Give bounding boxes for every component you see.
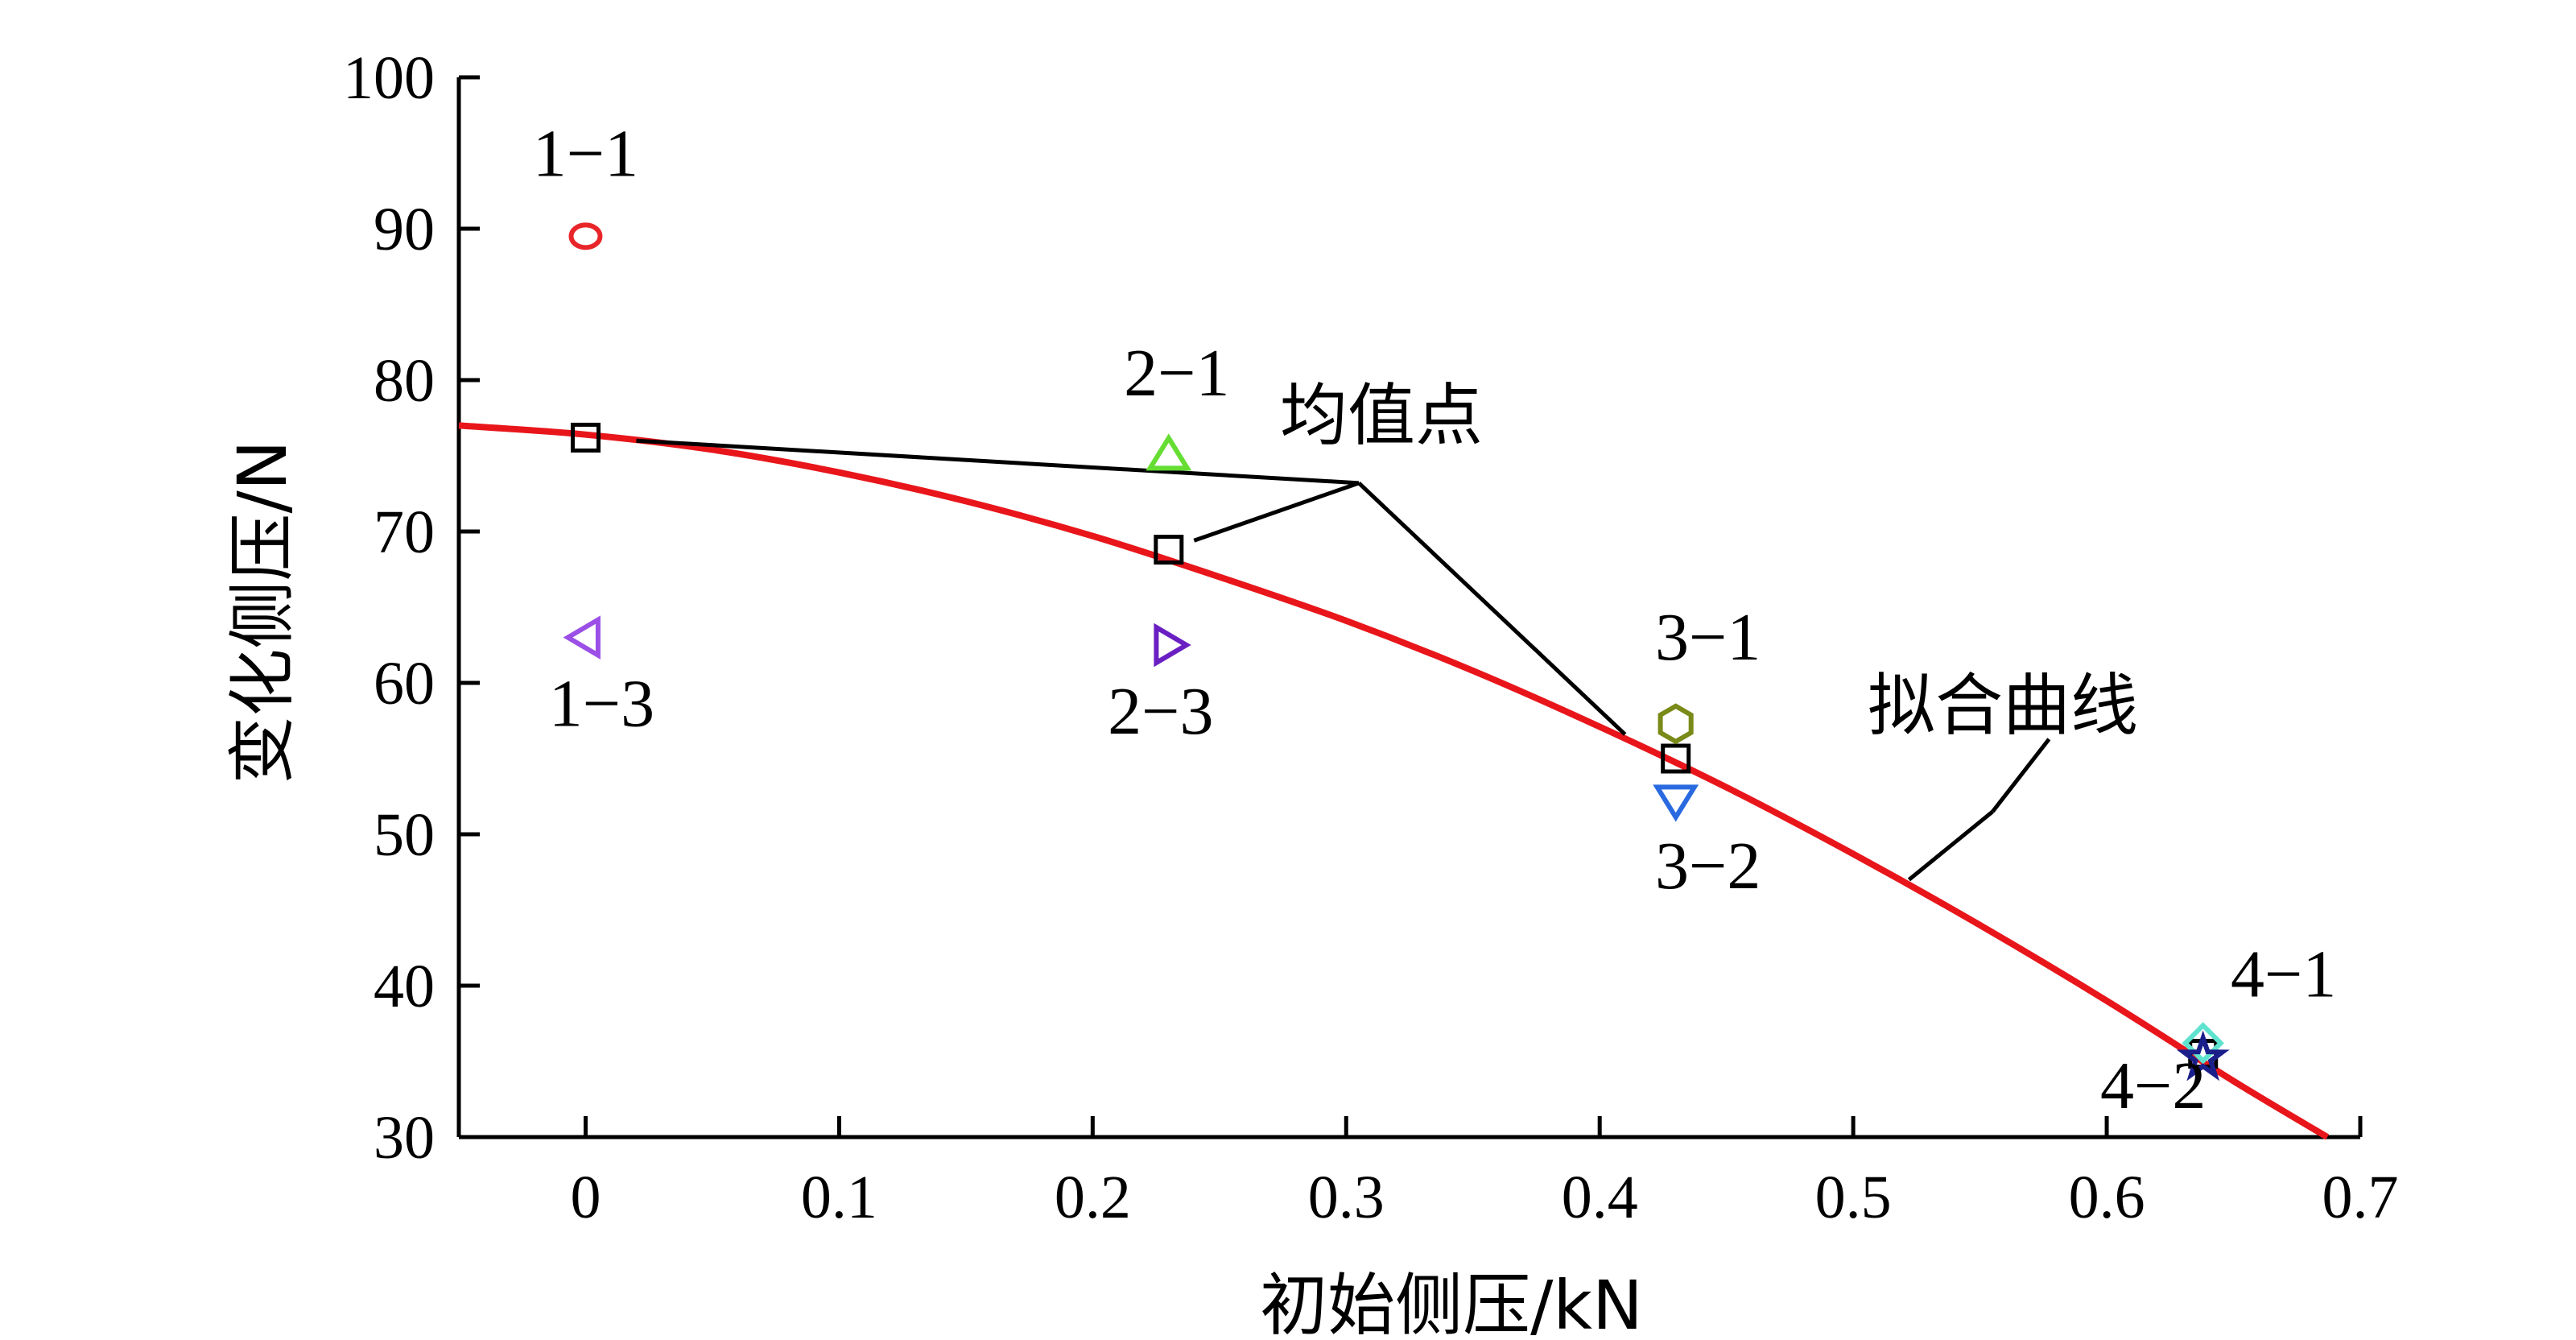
- data-point-marker: [1653, 784, 1699, 822]
- mean-point-marker: [1661, 743, 1691, 774]
- y-tick-label: 90: [374, 196, 435, 263]
- y-tick-label: 80: [374, 347, 435, 415]
- data-point-marker: [563, 615, 601, 660]
- x-axis-title: 初始侧压/kN: [1260, 1266, 1643, 1340]
- data-point-marker: [1146, 433, 1192, 471]
- x-tick-label: 0.3: [1308, 1164, 1385, 1231]
- data-point-label: 4−1: [2231, 937, 2336, 1011]
- annotation-leader-line: [1193, 481, 1360, 543]
- y-tick-label: 40: [374, 953, 435, 1020]
- x-tick-label: 0.2: [1055, 1164, 1131, 1231]
- annotation-text: 均值点: [1280, 376, 1483, 455]
- data-point-label: 4−2: [2100, 1048, 2206, 1123]
- y-tick-label: 60: [374, 650, 435, 718]
- data-points: [563, 222, 2230, 1082]
- data-point-label: 2−3: [1108, 674, 1213, 749]
- y-tick-label: 70: [374, 498, 435, 566]
- data-point-marker: [1657, 703, 1694, 745]
- y-ticks: 30 40 50 60 70 80 90 100: [343, 44, 480, 1172]
- data-point-marker: [2176, 1030, 2230, 1082]
- data-point-marker: [2182, 1022, 2224, 1065]
- mean-point-marker: [1154, 535, 1184, 565]
- x-ticks: 0 0.1 0.2 0.3 0.4 0.5 0.6 0.7: [570, 1116, 2399, 1231]
- y-axis-title: 变化侧压/N: [223, 440, 302, 784]
- annotation-leader-line: [636, 438, 1360, 486]
- y-tick-label: 100: [343, 44, 435, 112]
- x-tick-label: 0.7: [2322, 1164, 2399, 1231]
- x-tick-label: 0.6: [2069, 1164, 2145, 1231]
- data-point-label: 1−1: [533, 116, 638, 191]
- mean-point-marker: [570, 422, 601, 453]
- fit-curve-line: [458, 422, 2330, 1140]
- x-tick-label: 0.4: [1562, 1164, 1638, 1231]
- annotation-leader-line: [1907, 809, 1994, 882]
- annotation-text: 拟合曲线: [1868, 666, 2138, 745]
- x-tick-label: 0.1: [801, 1164, 877, 1231]
- data-point-marker: [1154, 622, 1191, 668]
- data-point-label: 1−3: [549, 667, 654, 742]
- annotation-leader-line: [1357, 482, 1627, 736]
- y-tick-label: 30: [374, 1104, 435, 1172]
- data-point-label: 3−1: [1655, 600, 1761, 675]
- data-point-label: 3−2: [1655, 829, 1761, 904]
- data-point-marker: [568, 222, 603, 250]
- y-tick-label: 50: [374, 801, 435, 869]
- mean-points: [570, 422, 2219, 1069]
- fit-curve-layer: [458, 422, 2330, 1140]
- x-tick-label: 0.5: [1815, 1164, 1892, 1231]
- x-tick-label: 0: [570, 1164, 601, 1231]
- point-labels: 1−1 1−3 2−1 2−3 3−1 3−2 4−1 4−2: [533, 116, 2337, 1123]
- data-point-label: 2−1: [1124, 336, 1229, 411]
- axes: [456, 77, 2360, 1139]
- annotation-leader-line: [1991, 738, 2051, 813]
